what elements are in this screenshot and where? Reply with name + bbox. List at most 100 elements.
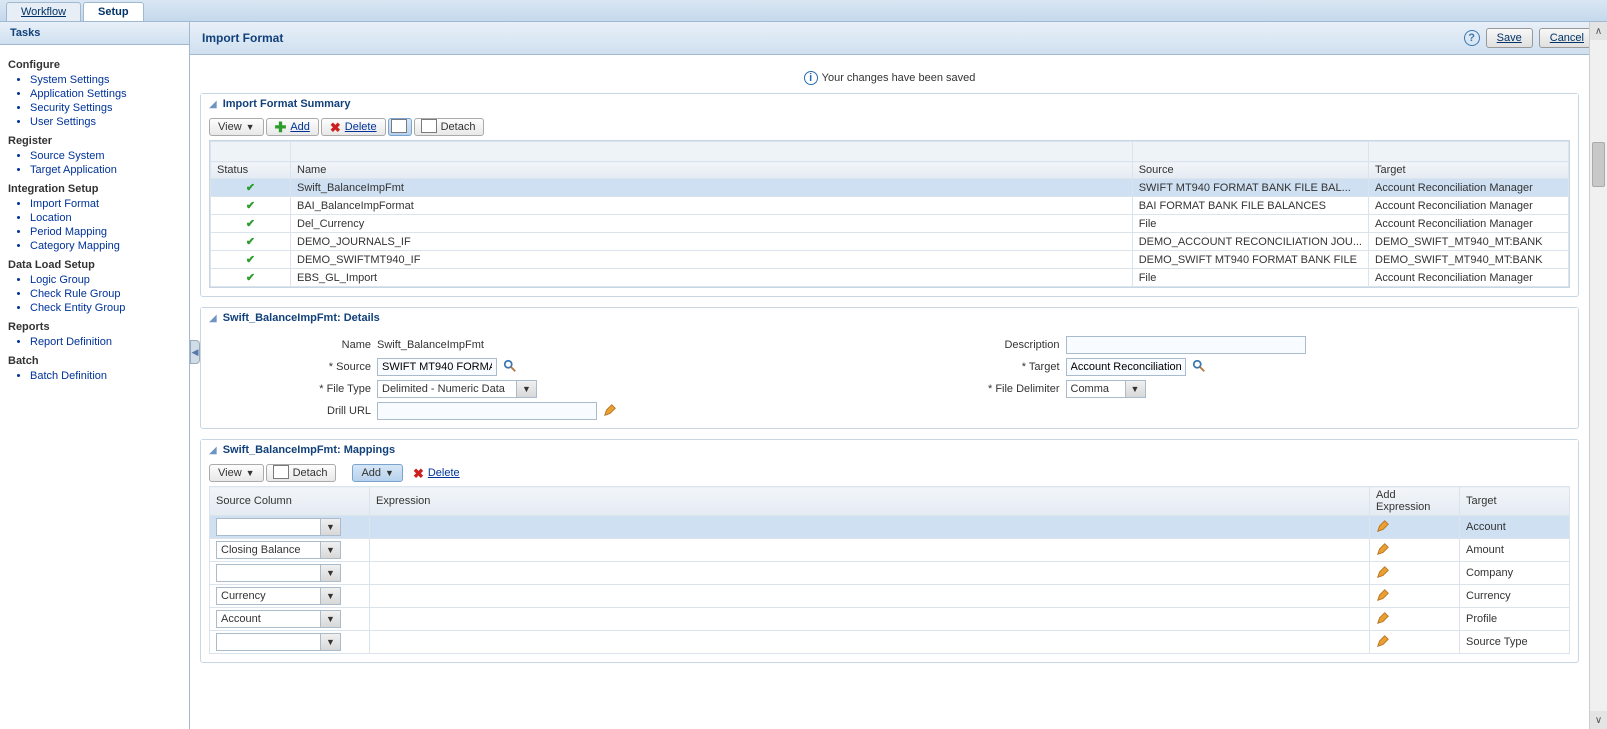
- pencil-icon[interactable]: [1376, 616, 1390, 628]
- collapse-icon[interactable]: ◢: [209, 313, 217, 324]
- column-header[interactable]: Name: [291, 162, 1133, 179]
- sidebar-item[interactable]: Logic Group: [30, 273, 183, 287]
- desc-input[interactable]: [1066, 336, 1306, 354]
- sidebar-group-title: Integration Setup: [6, 177, 183, 197]
- source-column-select[interactable]: Closing Balance▼: [216, 541, 341, 559]
- check-icon: ✔: [246, 254, 255, 266]
- pencil-icon[interactable]: [1376, 547, 1390, 559]
- details-title: Swift_BalanceImpFmt: Details: [223, 312, 380, 324]
- drill-input[interactable]: [377, 402, 597, 420]
- pencil-icon[interactable]: [1376, 524, 1390, 536]
- pencil-icon[interactable]: [1376, 639, 1390, 651]
- sidebar-group-title: Batch: [6, 349, 183, 369]
- info-icon: i: [804, 71, 818, 85]
- splitter-handle[interactable]: ◀: [190, 340, 200, 364]
- sidebar-item[interactable]: Location: [30, 211, 183, 225]
- delete-button[interactable]: ✖Delete: [321, 118, 386, 136]
- source-column-select[interactable]: ▼: [216, 518, 341, 536]
- source-input[interactable]: [377, 358, 497, 376]
- sidebar-item[interactable]: Source System: [30, 149, 183, 163]
- help-icon[interactable]: ?: [1464, 30, 1480, 46]
- table-row[interactable]: ✔DEMO_JOURNALS_IFDEMO_ACCOUNT RECONCILIA…: [211, 233, 1569, 251]
- sidebar-item[interactable]: Period Mapping: [30, 225, 183, 239]
- detach-icon: [423, 121, 437, 133]
- target-input[interactable]: [1066, 358, 1186, 376]
- sidebar-item[interactable]: Application Settings: [30, 87, 183, 101]
- view-menu[interactable]: View ▼: [209, 464, 264, 482]
- column-header[interactable]: Status: [211, 162, 291, 179]
- sidebar-item[interactable]: Report Definition: [30, 335, 183, 349]
- sidebar-group-title: Register: [6, 129, 183, 149]
- table-row[interactable]: Closing Balance▼Amount: [210, 539, 1570, 562]
- column-header[interactable]: Target: [1369, 162, 1569, 179]
- table-row[interactable]: ✔Swift_BalanceImpFmtSWIFT MT940 FORMAT B…: [211, 179, 1569, 197]
- drill-label: Drill URL: [221, 405, 371, 417]
- tasks-header: Tasks: [0, 22, 189, 45]
- summary-table: StatusNameSourceTarget✔Swift_BalanceImpF…: [210, 141, 1569, 287]
- name-value: Swift_BalanceImpFmt: [377, 339, 484, 351]
- column-header[interactable]: Target: [1460, 487, 1570, 516]
- delete-button[interactable]: ✖Delete: [405, 465, 468, 481]
- sidebar-group-title: Configure: [6, 53, 183, 73]
- sidebar-item[interactable]: Check Rule Group: [30, 287, 183, 301]
- search-icon[interactable]: [503, 359, 517, 376]
- collapse-icon[interactable]: ◢: [209, 99, 217, 110]
- sidebar-item[interactable]: Category Mapping: [30, 239, 183, 253]
- pencil-icon[interactable]: [1376, 570, 1390, 582]
- filetype-select[interactable]: Delimited - Numeric Data▼: [377, 380, 537, 398]
- source-column-select[interactable]: ▼: [216, 633, 341, 651]
- table-row[interactable]: Currency▼Currency: [210, 585, 1570, 608]
- pencil-icon[interactable]: [603, 403, 617, 420]
- sidebar-item[interactable]: User Settings: [30, 115, 183, 129]
- tab-workflow[interactable]: Workflow: [6, 2, 81, 21]
- detach-button[interactable]: Detach: [414, 118, 485, 136]
- sidebar-item[interactable]: System Settings: [30, 73, 183, 87]
- add-menu[interactable]: Add ▼: [352, 464, 403, 482]
- pencil-icon[interactable]: [1376, 593, 1390, 605]
- table-row[interactable]: ▼Source Type: [210, 631, 1570, 654]
- column-header[interactable]: Add Expression: [1370, 487, 1460, 516]
- table-row[interactable]: Account▼Profile: [210, 608, 1570, 631]
- save-button[interactable]: Save: [1486, 28, 1533, 48]
- add-button[interactable]: ✚Add: [266, 118, 319, 136]
- cancel-button[interactable]: Cancel: [1539, 28, 1595, 48]
- table-row[interactable]: ✔BAI_BalanceImpFormatBAI FORMAT BANK FIL…: [211, 197, 1569, 215]
- sidebar-item[interactable]: Target Application: [30, 163, 183, 177]
- desc-label: Description: [910, 339, 1060, 351]
- grid-icon: [393, 121, 407, 133]
- table-row[interactable]: ✔Del_CurrencyFileAccount Reconciliation …: [211, 215, 1569, 233]
- sidebar-item[interactable]: Batch Definition: [30, 369, 183, 383]
- collapse-icon[interactable]: ◢: [209, 445, 217, 456]
- sidebar-group-title: Data Load Setup: [6, 253, 183, 273]
- table-row[interactable]: ▼Company: [210, 562, 1570, 585]
- table-row[interactable]: ✔EBS_GL_ImportFileAccount Reconciliation…: [211, 269, 1569, 287]
- table-row[interactable]: ▼Account: [210, 516, 1570, 539]
- detach-icon: [275, 467, 289, 479]
- check-icon: ✔: [246, 218, 255, 230]
- info-message: iYour changes have been saved: [200, 63, 1579, 93]
- sidebar-item[interactable]: Check Entity Group: [30, 301, 183, 315]
- mappings-table: Source ColumnExpressionAdd ExpressionTar…: [209, 486, 1570, 654]
- view-menu[interactable]: View ▼: [209, 118, 264, 136]
- check-icon: ✔: [246, 272, 255, 284]
- sidebar-item[interactable]: Security Settings: [30, 101, 183, 115]
- source-column-select[interactable]: Currency▼: [216, 587, 341, 605]
- check-icon: ✔: [246, 182, 255, 194]
- source-column-select[interactable]: Account▼: [216, 610, 341, 628]
- sidebar-item[interactable]: Import Format: [30, 197, 183, 211]
- filetype-label: * File Type: [221, 383, 371, 395]
- detach-button[interactable]: Detach: [266, 464, 337, 482]
- column-header[interactable]: Source: [1132, 162, 1368, 179]
- table-row[interactable]: ✔DEMO_SWIFTMT940_IFDEMO_SWIFT MT940 FORM…: [211, 251, 1569, 269]
- delim-select[interactable]: Comma▼: [1066, 380, 1146, 398]
- source-column-select[interactable]: ▼: [216, 564, 341, 582]
- tab-setup[interactable]: Setup: [83, 2, 144, 21]
- check-icon: ✔: [246, 236, 255, 248]
- freeze-button[interactable]: [388, 118, 412, 136]
- column-header[interactable]: Source Column: [210, 487, 370, 516]
- name-label: Name: [221, 339, 371, 351]
- column-header[interactable]: Expression: [370, 487, 1370, 516]
- delete-icon: ✖: [413, 468, 424, 479]
- search-icon[interactable]: [1192, 359, 1206, 376]
- scrollbar[interactable]: ∧∨: [1589, 22, 1607, 729]
